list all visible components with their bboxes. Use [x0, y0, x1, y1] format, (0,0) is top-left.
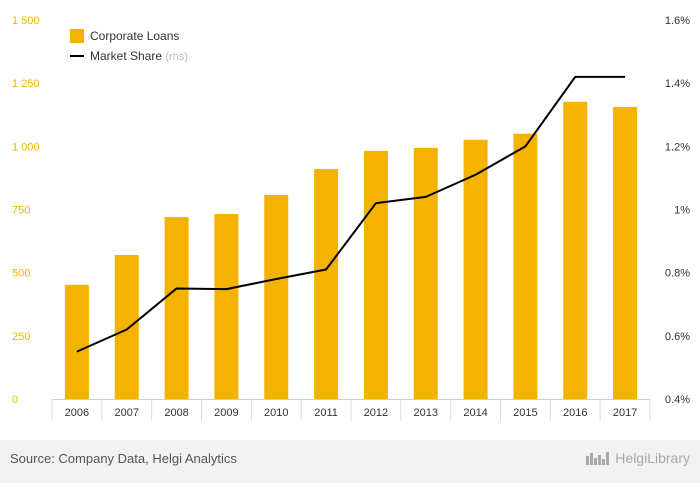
source-note: Source: Company Data, Helgi Analytics	[10, 451, 237, 466]
brand-logo: HelgiLibrary	[585, 450, 690, 466]
bar	[463, 139, 488, 400]
y-left-tick-label: 250	[12, 331, 30, 343]
y-right-tick-label: 0.4%	[665, 394, 690, 406]
y-right-tick-label: 1.4%	[665, 78, 690, 90]
bar	[513, 133, 538, 399]
bar	[214, 214, 239, 399]
legend-label-corporate-loans: Corporate Loans	[90, 29, 179, 43]
x-tick-label: 2009	[214, 407, 238, 419]
bar	[314, 169, 339, 399]
x-tick-label: 2010	[264, 407, 288, 419]
footer: Source: Company Data, Helgi Analytics He…	[0, 440, 700, 483]
x-tick-label: 2013	[414, 407, 438, 419]
chart: 0 250 500 750 1 000 1 250 1 500 0.4% 0.6% 0.8% 1%…	[12, 15, 690, 421]
y-right-tick-label: 1%	[674, 205, 690, 217]
x-tick-label: 2016	[563, 407, 587, 419]
x-axis: 2006 2007 2008 2009 2010 2011 2012 2013 2014 2015…	[51, 399, 651, 421]
y-left-tick-label: 1 000	[12, 141, 40, 153]
brand-name: HelgiLibrary	[615, 450, 690, 466]
y-left-tick-label: 1 500	[12, 15, 40, 27]
bar	[363, 150, 388, 399]
y-left-tick-label: 0	[12, 394, 18, 406]
bar	[413, 147, 438, 399]
x-tick-label: 2017	[613, 407, 637, 419]
x-tick-label: 2015	[513, 407, 537, 419]
bar-series-corporate-loans	[64, 101, 638, 400]
y-left-tick-label: 750	[12, 205, 30, 217]
library-icon	[586, 452, 610, 465]
bar	[114, 254, 139, 399]
x-tick-label: 2008	[164, 407, 188, 419]
x-tick-label: 2011	[314, 407, 338, 419]
y-right-tick-label: 1.2%	[665, 141, 690, 153]
x-tick-label: 2012	[364, 407, 388, 419]
line-series-market-share	[76, 75, 626, 353]
legend: Corporate Loans Market Share (rhs)	[70, 29, 188, 63]
x-tick-label: 2006	[65, 407, 89, 419]
bar	[613, 106, 638, 400]
bar	[64, 284, 89, 399]
right-axis: 0.4% 0.6% 0.8% 1% 1.2% 1.4% 1.6%	[665, 15, 690, 406]
bar	[164, 217, 189, 399]
y-right-tick-label: 0.8%	[665, 268, 690, 280]
bar	[563, 101, 588, 399]
y-left-tick-label: 1 250	[12, 78, 40, 90]
y-right-tick-label: 0.6%	[665, 331, 690, 343]
x-tick-label: 2014	[463, 407, 487, 419]
legend-label-market-share: Market Share (rhs)	[90, 49, 188, 63]
market-share-line	[76, 75, 626, 353]
bar	[264, 194, 289, 399]
legend-swatch-corporate-loans	[70, 29, 84, 43]
y-left-tick-label: 500	[12, 268, 30, 280]
left-axis: 0 250 500 750 1 000 1 250 1 500	[12, 15, 40, 406]
y-right-tick-label: 1.6%	[665, 15, 690, 27]
x-tick-label: 2007	[115, 407, 139, 419]
